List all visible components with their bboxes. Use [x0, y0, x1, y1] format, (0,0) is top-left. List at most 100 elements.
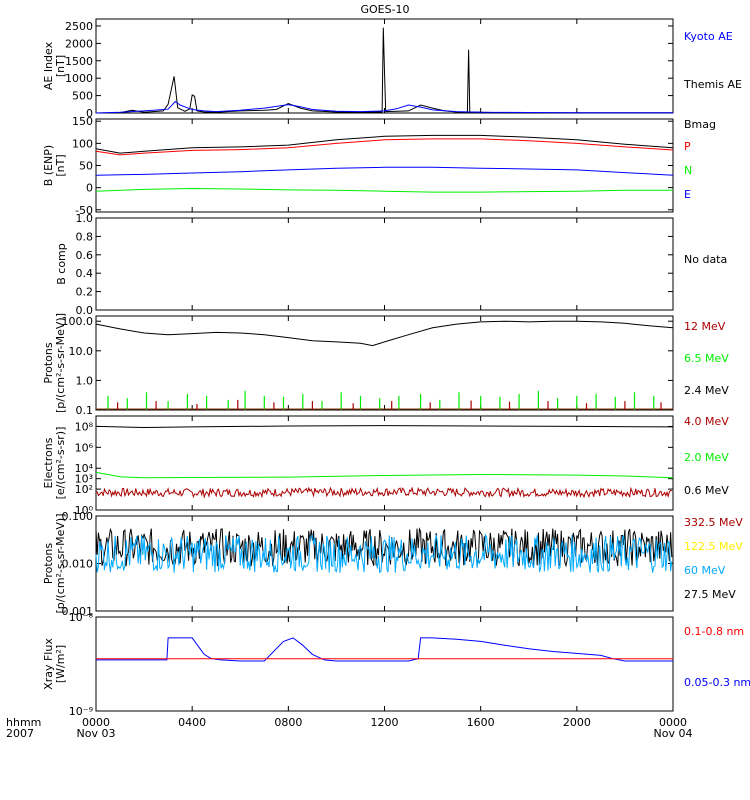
time-tick-label: 1600: [467, 716, 495, 729]
y-tick-label: 10²: [75, 483, 93, 496]
time-tick-label: 1200: [371, 716, 399, 729]
y-axis-label: [W/m²]: [54, 645, 67, 683]
y-tick-label: 500: [72, 90, 93, 103]
series-4-0-mev: [95, 486, 672, 499]
y-tick-label: 1000: [65, 72, 93, 85]
y-axis-label: [p/(cm²-s-sr-MeV)]: [54, 514, 67, 614]
y-axis-label: B (ENP): [42, 145, 55, 186]
series-themis-ae: [95, 27, 673, 114]
time-tick-label: 2000: [563, 716, 591, 729]
y-tick-label: 0.010: [62, 558, 94, 571]
series-p: [95, 138, 674, 156]
y-tick-label: 0.6: [76, 249, 94, 262]
y-tick-label: 0.2: [76, 286, 94, 299]
y-axis-label: Electrons: [42, 437, 55, 488]
y-tick-label: 50: [79, 160, 93, 173]
y-tick-label: 0.001: [62, 605, 94, 618]
panel-frame: [95, 515, 674, 612]
panel-protons_high: 0.001 0.010 0.100 Protons [p/(cm²-s-sr-MeV)]…: [42, 510, 743, 618]
legend-entry: 122.5 MeV: [684, 540, 743, 553]
y-tick-label: 2500: [65, 20, 93, 33]
panel-protons_low: 0.1 1.0 10.0 100.0 Protons [p/(cm²-s-sr-MeV)]…: [42, 313, 729, 417]
year-label: 2007: [6, 727, 34, 740]
series-kyoto-ae: [95, 100, 673, 114]
y-axis-label: [e/(cm²-s-sr)]: [54, 427, 67, 500]
y-axis-label: [nT]: [54, 154, 67, 176]
y-axis-label: Protons: [42, 342, 55, 383]
panel-frame: [95, 118, 674, 213]
panel-ae: 0 500 1000 1500 2000 2500 AE Index [nT] Kyoto AE…: [42, 18, 742, 120]
series-2-0-mev: [95, 471, 674, 479]
y-axis-label: B comp: [55, 243, 68, 285]
y-tick-label: 10⁻⁹: [69, 705, 93, 718]
time-tick-label: 0400: [178, 716, 206, 729]
y-tick-label: 0.100: [62, 510, 94, 523]
series-60-mev: [95, 533, 673, 574]
start-date-label: Nov 03: [77, 727, 116, 740]
series-12-mev: [117, 399, 662, 410]
series-bmag: [95, 134, 674, 154]
legend-entry: 6.5 MeV: [684, 352, 729, 365]
y-axis-label: AE Index: [42, 41, 55, 90]
y-axis-label: Protons: [42, 543, 55, 584]
panel-frame: [95, 616, 674, 712]
y-tick-label: 0.1: [76, 404, 94, 417]
y-tick-label: 10⁶: [75, 441, 94, 454]
y-tick-label: 0: [86, 107, 93, 120]
panel-frame: [95, 217, 674, 311]
legend-entry: 4.0 MeV: [684, 415, 729, 428]
y-tick-label: 1.0: [76, 374, 94, 387]
y-tick-label: 0: [86, 182, 93, 195]
y-axis-label: Xray Flux: [42, 638, 55, 690]
panel-xray: 10⁻⁹ 10⁻⁸ Xray Flux [W/m²] 0.1-0.8 nm 0.05-0.…: [42, 611, 750, 718]
y-tick-label: 1.0: [76, 212, 94, 225]
y-tick-label: 10⁴: [75, 462, 94, 475]
legend-entry: 2.4 MeV: [684, 384, 729, 397]
y-tick-label: 1500: [65, 55, 93, 68]
y-tick-label: 10³: [75, 473, 93, 486]
legend-entry: 332.5 MeV: [684, 516, 743, 529]
legend-entry: 60 MeV: [684, 564, 726, 577]
series-0-05-0-3-nm: [96, 637, 673, 662]
legend-entry: P: [684, 140, 691, 153]
time-unit-label: hhmm: [6, 716, 41, 729]
time-axis: hhmm 2007 Nov 03 Nov 04 0000 0400 0800 1200…: [6, 716, 692, 740]
y-tick-label: 100.0: [62, 315, 94, 328]
time-tick-label: 0000: [659, 716, 687, 729]
y-axis-label: [p/(cm²-s-sr-MeV)]: [54, 313, 67, 413]
series-2-4-mev: [95, 320, 674, 347]
legend-entry: 0.05-0.3 nm: [684, 676, 750, 689]
legend-entry: Themis AE: [683, 78, 742, 91]
legend-entry: 27.5 MeV: [684, 588, 736, 601]
y-tick-label: 0.8: [76, 230, 94, 243]
legend-entry: Kyoto AE: [684, 30, 733, 43]
legend-entry: 2.0 MeV: [684, 451, 729, 464]
panel-frame: [95, 315, 674, 411]
time-tick-label: 0000: [82, 716, 110, 729]
plot-title: GOES-10: [360, 3, 409, 16]
y-tick-label: 10⁸: [75, 420, 94, 433]
panel-frame: [95, 415, 674, 511]
y-tick-label: 150: [72, 115, 93, 128]
legend-entry: 0.6 MeV: [684, 484, 729, 497]
legend-entry: 12 MeV: [684, 320, 726, 333]
panel-bcomp: 0.0 0.2 0.4 0.6 0.8 1.0 B comp No data: [55, 212, 727, 317]
series-6-5-mev: [107, 390, 655, 410]
panel-bfield: -50 0 50 100 150 B (ENP) [nT] Bmag PNE: [42, 115, 716, 217]
y-tick-label: -50: [75, 204, 93, 217]
y-tick-label: 0.4: [76, 267, 94, 280]
legend-entry: Bmag: [684, 118, 716, 131]
y-tick-label: 10⁰: [75, 504, 94, 517]
y-axis-label: [nT]: [54, 55, 67, 77]
series-n: [95, 166, 674, 176]
series-e: [95, 187, 673, 193]
y-tick-label: 2000: [65, 37, 93, 50]
y-tick-label: 10⁻⁸: [69, 611, 94, 624]
end-date-label: Nov 04: [654, 727, 693, 740]
y-tick-label: 10.0: [69, 345, 94, 358]
legend-entry: 0.1-0.8 nm: [684, 625, 744, 638]
y-tick-label: 100: [72, 137, 93, 150]
